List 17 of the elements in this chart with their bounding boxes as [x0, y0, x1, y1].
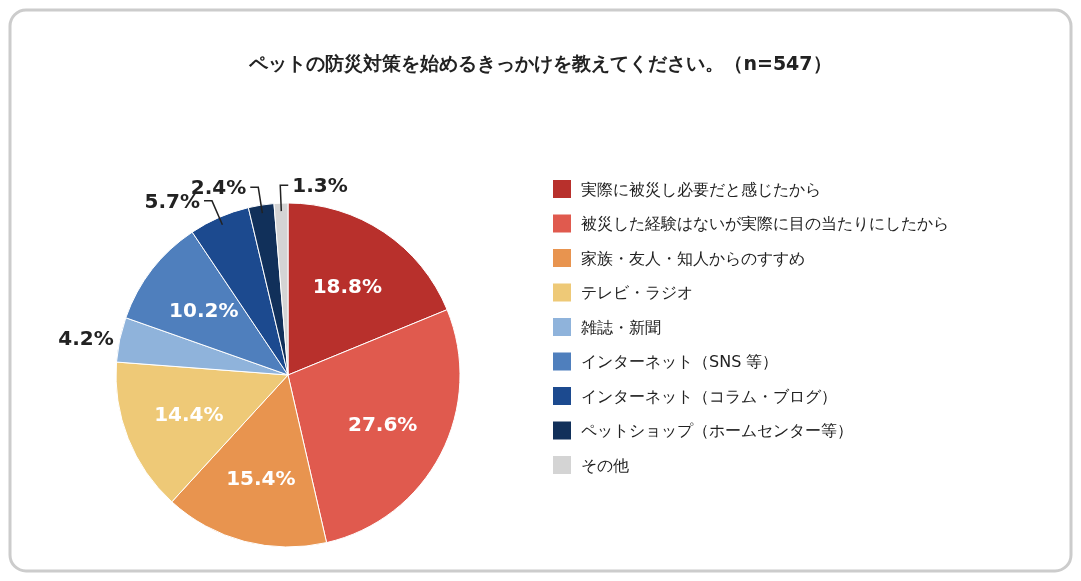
legend-label: 実際に被災し必要だと感じたから	[581, 179, 821, 199]
legend-label: インターネット（SNS 等）	[581, 352, 779, 372]
legend-label: その他	[581, 455, 629, 475]
data-label: 14.4%	[154, 402, 224, 427]
data-label: 4.2%	[58, 326, 114, 351]
legend-label: インターネット（コラム・ブログ）	[581, 386, 837, 406]
data-label: 18.8%	[312, 274, 383, 299]
legend-label: 家族・友人・知人からのすすめ	[581, 248, 805, 268]
legend-label: テレビ・ラジオ	[581, 283, 693, 303]
data-label: 15.4%	[226, 466, 296, 491]
legend-label: 被災した経験はないが実際に目の当たりにしたから	[581, 214, 949, 234]
chart-title: ペットの防災対策を始めるきっかけを教えてください。（n=547）	[248, 52, 832, 74]
legend-label: ペットショップ（ホームセンター等）	[581, 421, 853, 441]
data-label: 1.3%	[292, 173, 348, 198]
data-label: 27.6%	[348, 412, 418, 437]
data-label: 10.2%	[169, 297, 239, 322]
legend-label: 雑誌・新聞	[581, 317, 661, 337]
